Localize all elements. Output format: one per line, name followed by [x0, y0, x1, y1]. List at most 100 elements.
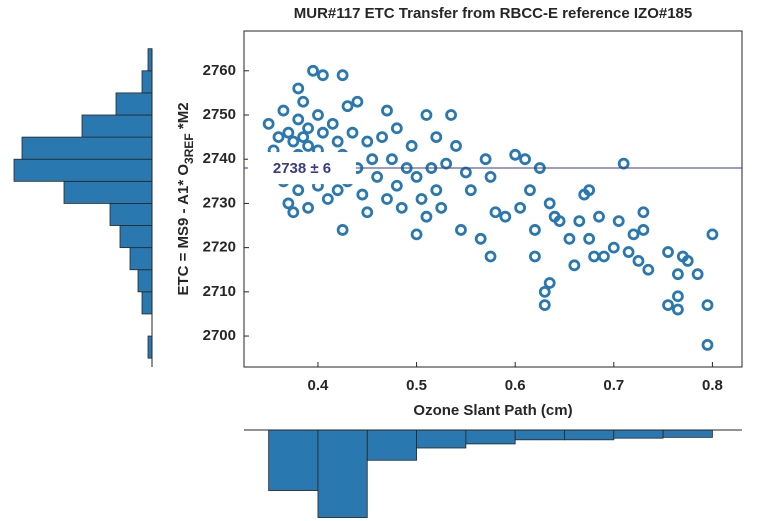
scatter-point — [588, 250, 600, 263]
scatter-point — [563, 232, 576, 245]
plot-frame — [243, 30, 743, 368]
scatter-point — [524, 184, 536, 197]
scatter-point — [287, 135, 300, 148]
scatter-point — [435, 201, 448, 214]
scatter-point — [484, 170, 497, 183]
histogram-bar — [109, 203, 153, 226]
scatter-point — [672, 303, 684, 316]
histogram-bar — [465, 429, 516, 445]
scatter-point — [612, 215, 625, 228]
scatter-point — [336, 69, 349, 82]
histogram-bar — [317, 429, 368, 518]
scatter-point — [292, 82, 305, 95]
scatter-point — [593, 210, 605, 223]
scatter-point — [381, 104, 393, 117]
scatter-point — [361, 135, 374, 148]
chart-title: MUR#117 ETC Transfer from RBCC-E referen… — [294, 5, 692, 22]
x-tick-label: 0.8 — [702, 377, 723, 394]
histogram-bar — [514, 429, 565, 441]
scatter-point — [509, 148, 522, 161]
scatter-point — [430, 131, 443, 144]
scatter-point — [622, 246, 635, 258]
x-axis-label: Ozone Slant Path (cm) — [413, 402, 572, 419]
scatter-point — [538, 285, 551, 298]
scatter-point — [484, 250, 497, 263]
y-tick-label: 2730 — [203, 194, 236, 211]
scatter-point — [312, 109, 324, 121]
scatter-point — [553, 215, 566, 228]
scatter-point — [316, 126, 329, 139]
scatter-point — [529, 224, 541, 236]
scatter-point — [701, 299, 714, 312]
scatter-point — [455, 224, 467, 236]
scatter-point — [262, 117, 275, 130]
scatter-point — [583, 184, 596, 197]
histogram-bar — [141, 70, 153, 94]
scatter-point — [282, 126, 295, 139]
scatter-point — [405, 140, 418, 152]
histogram-bar — [137, 269, 153, 293]
scatter-point — [519, 153, 531, 166]
scatter-point — [376, 131, 388, 144]
scatter-point — [672, 290, 684, 303]
scatter-point — [706, 228, 719, 241]
scatter-point — [598, 250, 610, 263]
scatter-point — [272, 131, 285, 144]
histogram-bar — [115, 92, 153, 116]
y-tick-label: 2760 — [203, 62, 236, 79]
scatter-point — [282, 197, 295, 210]
scatter-point — [371, 170, 384, 183]
scatter-point — [672, 268, 684, 281]
y-label-main: ETC = MS9 - A1* O — [175, 164, 192, 296]
scatter-point — [538, 299, 551, 312]
scatter-point — [681, 254, 694, 267]
y-tick-label: 2720 — [203, 239, 236, 256]
scatter-point — [302, 201, 314, 214]
scatter-point — [410, 170, 423, 183]
scatter-point — [701, 338, 714, 351]
scatter-point — [316, 69, 329, 82]
scatter-point — [573, 215, 586, 228]
scatter-point — [459, 166, 472, 179]
scatter-point — [390, 122, 403, 135]
scatter-point — [632, 254, 645, 267]
scatter-point — [440, 157, 453, 170]
histogram-bar — [141, 291, 153, 315]
scatter-point — [450, 140, 462, 152]
x-tick-label: 0.4 — [308, 377, 330, 394]
scatter-point — [514, 201, 527, 214]
scatter-point — [479, 153, 492, 166]
scatter-point — [346, 126, 359, 139]
scatter-point — [326, 117, 339, 130]
annotation-box — [248, 152, 356, 185]
scatter-point — [297, 131, 310, 144]
scatter-point — [543, 277, 556, 289]
scatter-point — [662, 299, 674, 312]
scatter-point — [356, 188, 369, 201]
histogram-bar — [63, 180, 153, 204]
y-tick-label: 2750 — [203, 106, 236, 123]
scatter-point — [627, 228, 640, 241]
histogram-bar — [268, 429, 319, 491]
histogram-bar — [21, 136, 153, 160]
scatter-point — [662, 246, 674, 258]
histogram-bar — [129, 247, 153, 271]
scatter-point — [307, 64, 319, 77]
scatter-point — [430, 184, 443, 197]
scatter-point — [415, 193, 428, 205]
x-tick-label: 0.5 — [406, 377, 427, 394]
scatter-point — [297, 95, 310, 108]
y-tick-label: 2700 — [203, 327, 236, 344]
histogram-bar — [13, 158, 153, 182]
scatter-point — [277, 104, 290, 117]
scatter-point — [341, 100, 354, 113]
x-tick-label: 0.6 — [505, 377, 526, 394]
scatter-point — [331, 184, 344, 197]
scatter-point — [331, 135, 344, 148]
scatter-point — [292, 113, 305, 126]
scatter-point — [445, 109, 457, 121]
scatter-point — [410, 228, 423, 241]
x-tick-label: 0.7 — [603, 377, 624, 394]
y-axis-label: ETC = MS9 - A1* O3REF *M2 — [175, 102, 196, 295]
histogram-bar — [147, 48, 153, 72]
